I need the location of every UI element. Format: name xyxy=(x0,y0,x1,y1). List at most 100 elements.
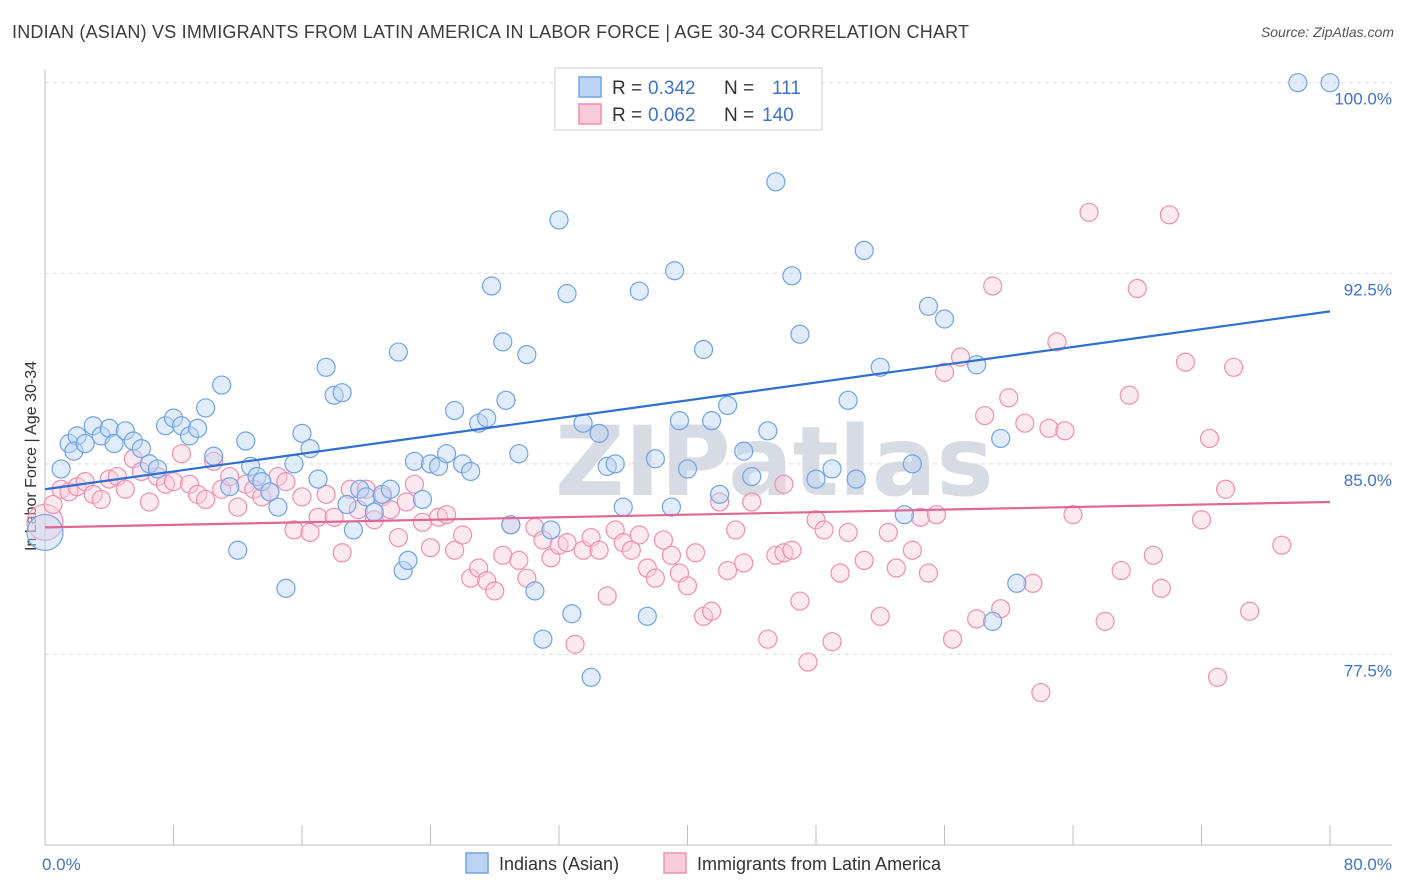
pink-point xyxy=(139,492,160,512)
blue-point xyxy=(204,446,224,466)
blue-point xyxy=(665,261,685,281)
pink-point xyxy=(228,497,248,517)
pink-point xyxy=(902,540,922,560)
pink-point xyxy=(1215,479,1236,499)
blue-point xyxy=(67,426,87,446)
bottom-legend-swatch-pink xyxy=(663,852,687,874)
blue-point xyxy=(220,477,240,497)
pink-point xyxy=(1199,428,1220,449)
pink-point xyxy=(1047,332,1067,352)
blue-point xyxy=(461,461,481,482)
blue-point xyxy=(343,520,363,540)
pink-point xyxy=(589,540,609,560)
pink-point xyxy=(782,540,802,560)
blue-point xyxy=(1288,73,1308,93)
pink-point xyxy=(1240,601,1260,621)
blue-point xyxy=(356,487,376,507)
pink-point xyxy=(453,525,473,545)
pink-point xyxy=(276,472,296,492)
blue-point xyxy=(573,413,593,433)
blue-point xyxy=(806,469,826,489)
pink-point xyxy=(637,558,657,578)
pink-point xyxy=(436,505,457,525)
blue-point xyxy=(493,332,513,352)
blue-point xyxy=(268,497,288,517)
blue-point xyxy=(629,281,649,301)
blue-point xyxy=(541,520,561,540)
blue-point xyxy=(388,342,408,362)
blue-point xyxy=(444,400,465,421)
legend-r-value-1: 0.342 xyxy=(648,78,696,99)
trend-line-pink xyxy=(44,500,1331,529)
blue-point xyxy=(870,357,890,377)
blue-point xyxy=(364,502,384,522)
pink-point xyxy=(1015,413,1035,433)
blue-point xyxy=(902,454,922,474)
blue-point xyxy=(894,505,914,525)
pink-point xyxy=(645,568,665,588)
blue-point xyxy=(501,515,521,535)
blue-point xyxy=(710,484,730,504)
pink-point xyxy=(1079,202,1099,222)
blue-point xyxy=(404,451,425,471)
pink-point xyxy=(999,388,1019,408)
pink-point xyxy=(1175,352,1196,372)
pink-point xyxy=(557,533,577,553)
pink-point xyxy=(653,530,674,550)
pink-point xyxy=(43,494,63,515)
pink-point xyxy=(854,550,874,571)
pink-point xyxy=(774,474,794,494)
legend-n-label-2: N = xyxy=(724,105,754,126)
pink-point xyxy=(244,479,264,499)
pink-point xyxy=(485,581,505,601)
blue-point xyxy=(398,550,418,571)
pink-point xyxy=(613,533,633,553)
blue-point xyxy=(718,395,738,416)
pink-point xyxy=(196,489,216,510)
blue-point xyxy=(187,418,208,438)
pink-point xyxy=(806,510,826,530)
pink-point xyxy=(934,362,955,382)
pink-point xyxy=(461,568,481,588)
blue-point xyxy=(99,418,119,438)
bottom-legend-swatch-blue xyxy=(465,852,489,874)
legend-r-label-2: R = xyxy=(612,105,642,126)
bottom-legend-label-pink: Immigrants from Latin America xyxy=(697,854,942,874)
blue-point xyxy=(51,459,71,479)
blue-point xyxy=(436,444,457,464)
pink-point xyxy=(1023,573,1043,593)
pink-point xyxy=(975,405,995,426)
pink-point xyxy=(942,629,963,649)
blue-point xyxy=(517,344,537,365)
legend-r-label-1: R = xyxy=(612,78,642,99)
pink-point xyxy=(284,520,304,540)
blue-point xyxy=(496,390,516,410)
pink-point xyxy=(420,538,441,558)
legend-swatch-pink xyxy=(578,103,602,125)
pink-point xyxy=(814,520,834,540)
pink-point xyxy=(308,507,328,527)
blue-point xyxy=(380,479,400,499)
pink-point xyxy=(661,545,682,565)
blue-point xyxy=(131,439,151,459)
pink-point xyxy=(967,609,987,629)
y-tick-label: 92.5% xyxy=(1344,280,1392,299)
pink-point xyxy=(115,479,135,499)
blue-point xyxy=(509,444,529,464)
blue-point xyxy=(918,296,939,316)
blue-point xyxy=(477,408,497,428)
blue-point xyxy=(605,454,625,474)
pink-point xyxy=(677,576,698,596)
pink-point xyxy=(983,276,1003,296)
blue-point xyxy=(104,433,124,454)
blue-point xyxy=(412,489,433,510)
pink-point xyxy=(509,550,529,571)
blue-point xyxy=(284,454,304,474)
pink-point xyxy=(404,474,425,494)
series-blue-points xyxy=(26,73,1340,687)
blue-point xyxy=(742,466,762,487)
legend-swatch-blue xyxy=(578,76,602,98)
blue-point xyxy=(332,383,352,403)
pink-point xyxy=(1095,611,1115,631)
